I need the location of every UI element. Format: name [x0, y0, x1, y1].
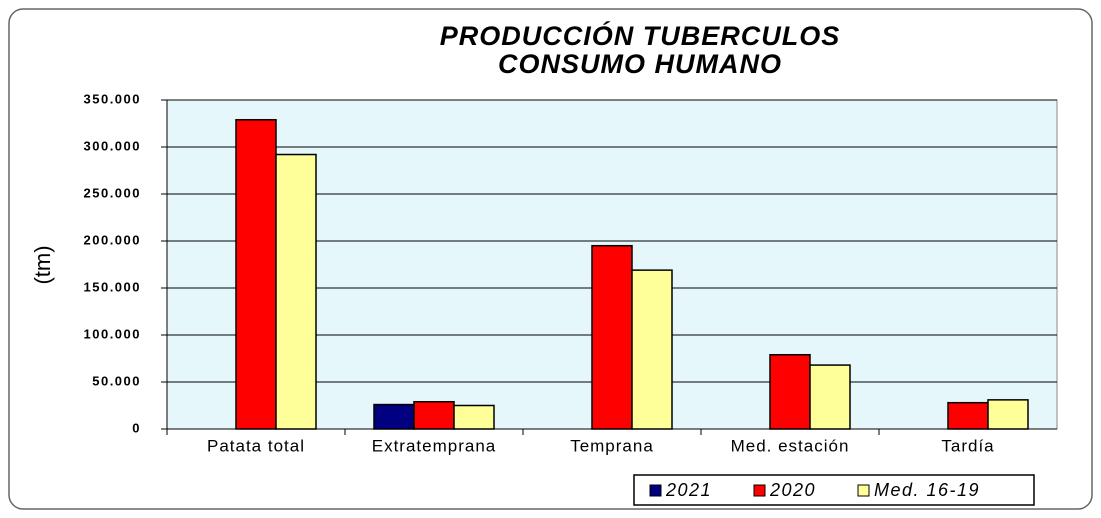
- y-tick-label: 0: [132, 420, 141, 435]
- y-tick-label: 50.000: [92, 373, 141, 388]
- legend-label: 2021: [665, 480, 712, 500]
- legend-swatch: [753, 484, 766, 497]
- bar: [987, 399, 1029, 430]
- y-tick-label: 350.000: [84, 91, 142, 106]
- x-tick-label: Extratemprana: [372, 436, 497, 455]
- x-tick-label: Temprana: [570, 436, 654, 455]
- y-tick-label: 200.000: [84, 232, 142, 247]
- bar: [413, 400, 455, 430]
- x-tick-label: Med. estación: [731, 436, 850, 455]
- bar: [631, 269, 673, 430]
- bar: [947, 401, 989, 430]
- legend-label: Med. 16-19: [874, 480, 980, 500]
- bar: [453, 404, 495, 430]
- y-tick-label: 150.000: [84, 279, 142, 294]
- legend-label: 2020: [769, 480, 816, 500]
- legend-swatch: [649, 484, 662, 497]
- y-tick-label: 300.000: [84, 138, 142, 153]
- bar: [769, 353, 811, 430]
- bar: [809, 364, 851, 430]
- x-tick-label: Tardía: [941, 436, 994, 455]
- legend-box: [633, 474, 1035, 506]
- legend-swatch: [857, 484, 870, 497]
- y-axis-label: (tm): [30, 245, 55, 284]
- chart-title: PRODUCCIÓN TUBERCULOS CONSUMO HUMANO: [439, 21, 841, 79]
- bar: [591, 244, 633, 430]
- y-tick-label: 100.000: [84, 326, 142, 341]
- bar: [235, 118, 277, 430]
- x-tick-label: Patata total: [207, 436, 305, 455]
- y-tick-label: 250.000: [84, 185, 142, 200]
- bar: [373, 403, 415, 430]
- bar: [275, 153, 317, 430]
